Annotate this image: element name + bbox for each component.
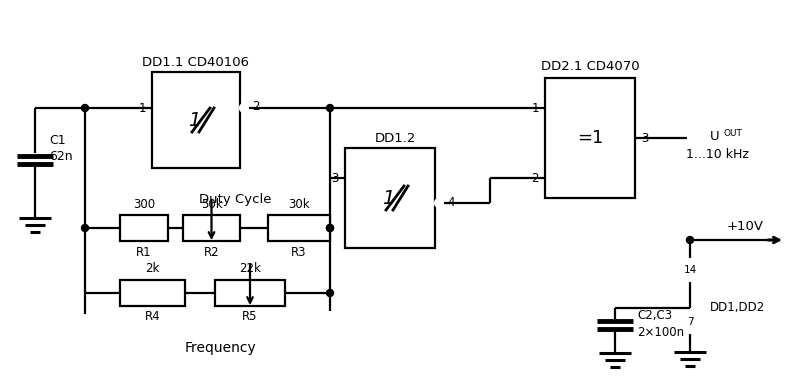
Text: C2,C3: C2,C3 bbox=[637, 308, 672, 321]
Text: 62n: 62n bbox=[49, 150, 73, 164]
Text: 14: 14 bbox=[683, 265, 697, 275]
Circle shape bbox=[326, 290, 334, 297]
Circle shape bbox=[82, 224, 89, 232]
Bar bbox=[545, 78, 635, 198]
Circle shape bbox=[686, 237, 694, 244]
Bar bbox=[120, 215, 168, 241]
Text: 300: 300 bbox=[133, 197, 155, 211]
Text: R1: R1 bbox=[136, 246, 152, 259]
Text: 3: 3 bbox=[641, 132, 648, 144]
Text: 2k: 2k bbox=[146, 262, 160, 276]
Text: 2×100n: 2×100n bbox=[637, 326, 684, 338]
Text: 1: 1 bbox=[382, 188, 394, 208]
Text: R5: R5 bbox=[242, 311, 258, 323]
Bar bbox=[215, 280, 285, 306]
Text: R4: R4 bbox=[145, 311, 160, 323]
Bar bbox=[268, 215, 330, 241]
Text: U: U bbox=[710, 130, 720, 144]
Text: 30k: 30k bbox=[288, 197, 310, 211]
Text: 7: 7 bbox=[686, 317, 694, 327]
Text: =1: =1 bbox=[577, 129, 603, 147]
Text: Frequency: Frequency bbox=[184, 341, 256, 355]
Text: 1: 1 bbox=[531, 102, 539, 115]
Bar bbox=[120, 280, 185, 306]
Text: 22k: 22k bbox=[239, 262, 261, 276]
Text: 1: 1 bbox=[138, 102, 146, 115]
Text: R2: R2 bbox=[204, 246, 219, 259]
Text: OUT: OUT bbox=[723, 129, 742, 138]
Text: Duty Cycle: Duty Cycle bbox=[198, 194, 271, 206]
Text: DD1.2: DD1.2 bbox=[374, 132, 416, 144]
Bar bbox=[345, 148, 435, 248]
Text: 2: 2 bbox=[531, 171, 539, 185]
Text: DD2.1 CD4070: DD2.1 CD4070 bbox=[541, 59, 639, 73]
Text: R3: R3 bbox=[291, 246, 306, 259]
Circle shape bbox=[435, 199, 443, 207]
Text: 1: 1 bbox=[188, 111, 200, 129]
Text: 50k: 50k bbox=[201, 197, 222, 211]
Text: 3: 3 bbox=[332, 171, 339, 185]
Circle shape bbox=[679, 311, 701, 333]
Text: C1: C1 bbox=[49, 133, 66, 147]
Text: DD1.1 CD40106: DD1.1 CD40106 bbox=[142, 56, 250, 68]
Text: 2: 2 bbox=[252, 100, 259, 114]
Circle shape bbox=[326, 105, 334, 112]
Circle shape bbox=[688, 132, 700, 144]
Circle shape bbox=[240, 104, 248, 112]
Circle shape bbox=[679, 259, 701, 281]
Circle shape bbox=[82, 105, 89, 112]
Text: 1...10 kHz: 1...10 kHz bbox=[686, 149, 749, 162]
Circle shape bbox=[326, 224, 334, 232]
Text: DD1,DD2: DD1,DD2 bbox=[710, 302, 766, 314]
Text: 4: 4 bbox=[447, 196, 454, 209]
Circle shape bbox=[326, 224, 334, 232]
Text: +10V: +10V bbox=[726, 220, 763, 232]
Bar bbox=[152, 72, 240, 168]
Bar bbox=[183, 215, 240, 241]
